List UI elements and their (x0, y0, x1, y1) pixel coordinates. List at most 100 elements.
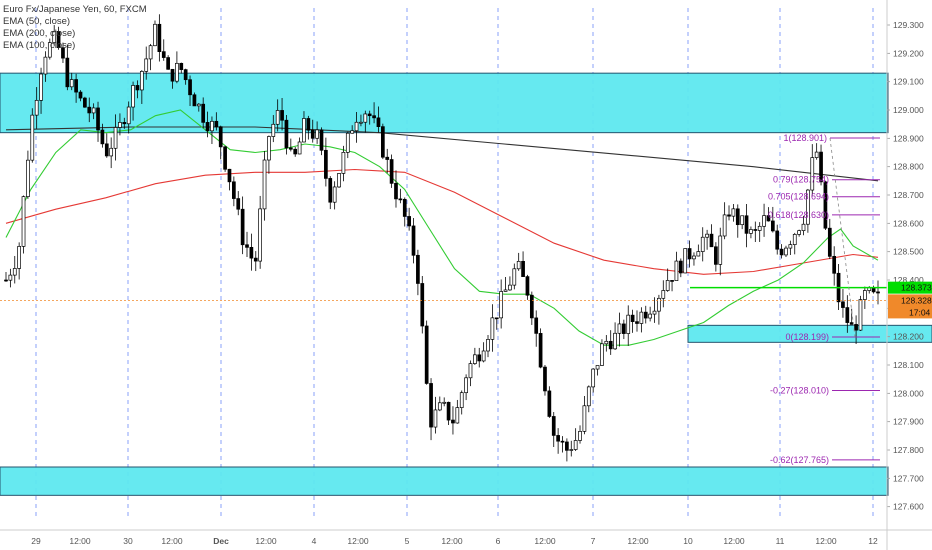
candle-body (12, 268, 17, 276)
candle-body (328, 178, 333, 203)
candle-body (556, 435, 560, 442)
sr-zone-0 (0, 72, 889, 134)
x-tick-label-6: 4 (312, 536, 317, 546)
candle-body (705, 233, 709, 238)
candle-body (223, 146, 227, 170)
candle-body (832, 256, 837, 274)
candle-body (863, 290, 867, 300)
x-tick-label-18: 12 (868, 536, 878, 546)
candle-body (512, 268, 517, 286)
candle-body (144, 58, 149, 72)
y-tick-label-14: 127.900 (893, 417, 924, 427)
candle-body (718, 235, 723, 265)
candle-body (218, 126, 223, 148)
fib-label-0: 1(128.901) (783, 133, 827, 143)
candle-body (61, 47, 65, 59)
x-tick-label-1: 12:00 (69, 536, 91, 546)
fib-label-6: -0.62(127.765) (770, 455, 829, 465)
candle-body (722, 214, 727, 237)
candle-body (350, 130, 355, 134)
candle-body (477, 354, 482, 362)
candle-body (201, 103, 206, 123)
candle-body (442, 401, 447, 404)
candle-body (876, 291, 880, 294)
candle-body (236, 198, 241, 210)
candle-body (47, 42, 52, 58)
candle-body (293, 148, 298, 155)
candle-body (560, 440, 565, 443)
candle-body (696, 251, 701, 257)
candle-body (402, 198, 407, 217)
fib-label-3: 0.618(128.630) (768, 210, 829, 220)
candle-body (735, 208, 740, 226)
candle-body (652, 310, 657, 315)
candle-body (179, 62, 184, 70)
indicator-ema50-label[interactable]: EMA (50, close) (3, 16, 71, 27)
candle-body (359, 121, 363, 124)
x-tick-label-2: 30 (123, 536, 133, 546)
candle-body (354, 121, 359, 132)
y-tick-label-13: 128.000 (893, 388, 924, 398)
chart-legend: Euro Fx/Japanese Yen, 60, FXCM EMA (50, … (3, 4, 147, 52)
candle-body (494, 317, 499, 320)
candle-body (30, 114, 35, 161)
candle-body (670, 280, 674, 282)
candle-body (464, 377, 468, 394)
sr-zone-2 (687, 324, 932, 343)
candle-body (744, 215, 749, 234)
candle-body (284, 119, 289, 149)
y-tick-label-16: 127.700 (893, 473, 924, 483)
candle-body (757, 225, 762, 231)
x-tick-label-11: 12:00 (534, 536, 556, 546)
candle-body (170, 68, 175, 82)
green-level-tag (888, 281, 932, 294)
candle-body (407, 216, 411, 227)
candle-body (499, 291, 504, 319)
candle-body (249, 246, 254, 259)
candle-body (205, 122, 210, 132)
y-tick-label-11: 128.200 (893, 332, 924, 342)
y-tick-label-6: 128.700 (893, 190, 924, 200)
candle-body (446, 401, 451, 421)
candle-body (306, 118, 311, 131)
candle-body (21, 196, 26, 247)
candle-body (582, 405, 587, 432)
y-tick-label-15: 127.800 (893, 445, 924, 455)
candle-body (508, 284, 512, 291)
candle-body (214, 120, 219, 128)
candle-body (56, 31, 61, 48)
candle-body (122, 122, 127, 125)
candle-body (551, 416, 556, 436)
candle-body (157, 23, 162, 52)
candle-body (389, 159, 394, 184)
candle-body (91, 107, 96, 114)
y-tick-label-8: 128.500 (893, 247, 924, 257)
ema-layer (5, 109, 879, 346)
x-tick-label-16: 11 (776, 536, 785, 546)
candle-body (674, 260, 679, 281)
candle-body (34, 99, 39, 116)
indicator-ema200-label[interactable]: EMA (200, close) (3, 28, 76, 39)
fib-layer: 1(128.901) 0.79(128.754) 0.705(128.694) 0.6… (768, 133, 880, 465)
x-tick-label-0: 29 (31, 536, 41, 546)
candle-body (801, 223, 806, 232)
candle-body (845, 307, 850, 323)
candle-body (823, 181, 828, 229)
candle-body (613, 332, 617, 350)
indicator-ema100-label[interactable]: EMA (100, close) (3, 40, 76, 51)
candle-body (337, 173, 341, 188)
candle-body (332, 186, 337, 203)
candle-body (573, 440, 578, 450)
candle-body (135, 85, 140, 91)
candle-body (854, 324, 858, 331)
y-tick-label-9: 128.400 (893, 275, 924, 285)
candle-body (529, 294, 534, 319)
candle-body (196, 103, 201, 107)
candle-body (315, 129, 319, 139)
candle-body (74, 79, 78, 93)
candle-body (372, 115, 376, 119)
candle-body (621, 323, 626, 334)
candle-body (455, 407, 460, 424)
